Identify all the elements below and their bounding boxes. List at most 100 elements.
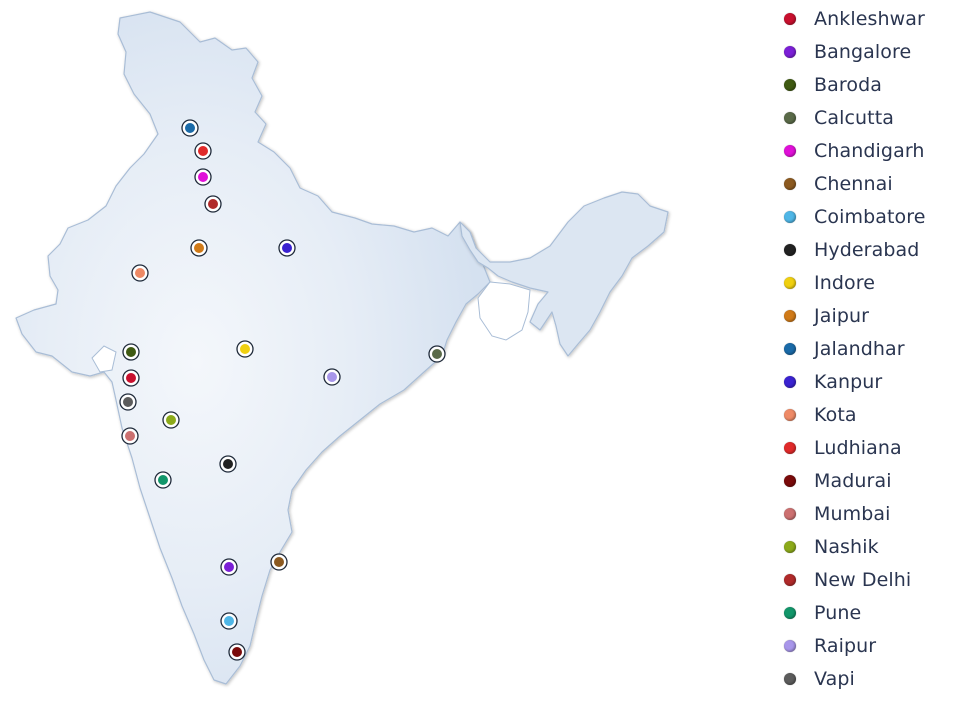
marker-dot: [158, 475, 168, 485]
legend-item-kanpur[interactable]: Kanpur: [778, 365, 958, 398]
legend-item-hyderabad[interactable]: Hyderabad: [778, 233, 958, 266]
legend: Ankleshwar Bangalore Baroda Calcutta Chandig…: [778, 2, 958, 695]
map-marker-jaipur[interactable]: [190, 239, 208, 257]
legend-item-pune[interactable]: Pune: [778, 596, 958, 629]
legend-swatch: [784, 573, 796, 586]
legend-swatch: [784, 639, 796, 652]
legend-item-chennai[interactable]: Chennai: [778, 167, 958, 200]
legend-item-coimbatore[interactable]: Coimbatore: [778, 200, 958, 233]
map-marker-hyderabad[interactable]: [219, 455, 237, 473]
marker-dot: [194, 243, 204, 253]
marker-dot: [432, 349, 442, 359]
legend-label: New Delhi: [814, 568, 912, 591]
legend-item-nashik[interactable]: Nashik: [778, 530, 958, 563]
legend-swatch: [784, 144, 796, 157]
legend-item-ludhiana[interactable]: Ludhiana: [778, 431, 958, 464]
marker-dot: [274, 557, 284, 567]
legend-label: Pune: [814, 601, 862, 624]
legend-label: Ankleshwar: [814, 7, 925, 30]
legend-swatch: [784, 375, 796, 388]
map-marker-ludhiana[interactable]: [194, 142, 212, 160]
legend-swatch: [784, 12, 796, 25]
legend-swatch: [784, 111, 796, 124]
marker-dot: [224, 562, 234, 572]
legend-label: Nashik: [814, 535, 879, 558]
legend-label: Raipur: [814, 634, 877, 657]
legend-label: Vapi: [814, 667, 855, 690]
map-marker-coimbatore[interactable]: [220, 612, 238, 630]
legend-label: Coimbatore: [814, 205, 926, 228]
legend-swatch: [784, 210, 796, 223]
legend-item-madurai[interactable]: Madurai: [778, 464, 958, 497]
india-map-svg: [15, 11, 669, 685]
legend-swatch: [784, 540, 796, 553]
map-marker-madurai[interactable]: [228, 643, 246, 661]
legend-swatch: [784, 276, 796, 289]
legend-label: Hyderabad: [814, 238, 920, 261]
legend-label: Mumbai: [814, 502, 891, 525]
legend-item-raipur[interactable]: Raipur: [778, 629, 958, 662]
legend-label: Jalandhar: [814, 337, 905, 360]
legend-item-mumbai[interactable]: Mumbai: [778, 497, 958, 530]
map-marker-kanpur[interactable]: [278, 239, 296, 257]
legend-item-jalandhar[interactable]: Jalandhar: [778, 332, 958, 365]
legend-label: Baroda: [814, 73, 882, 96]
map-marker-raipur[interactable]: [323, 368, 341, 386]
legend-item-ankleshwar[interactable]: Ankleshwar: [778, 2, 958, 35]
map-marker-kota[interactable]: [131, 264, 149, 282]
legend-item-bangalore[interactable]: Bangalore: [778, 35, 958, 68]
legend-label: Jaipur: [814, 304, 870, 327]
legend-label: Kota: [814, 403, 857, 426]
legend-swatch: [784, 243, 796, 256]
map-marker-calcutta[interactable]: [428, 345, 446, 363]
legend-item-new-delhi[interactable]: New Delhi: [778, 563, 958, 596]
legend-swatch: [784, 78, 796, 91]
marker-dot: [232, 647, 242, 657]
legend-swatch: [784, 441, 796, 454]
legend-item-indore[interactable]: Indore: [778, 266, 958, 299]
legend-swatch: [784, 408, 796, 421]
legend-label: Calcutta: [814, 106, 895, 129]
legend-swatch: [784, 45, 796, 58]
legend-item-jaipur[interactable]: Jaipur: [778, 299, 958, 332]
legend-item-vapi[interactable]: Vapi: [778, 662, 958, 695]
map-marker-bangalore[interactable]: [220, 558, 238, 576]
legend-swatch: [784, 672, 796, 685]
map-marker-new-delhi[interactable]: [204, 195, 222, 213]
legend-item-baroda[interactable]: Baroda: [778, 68, 958, 101]
marker-dot: [327, 372, 337, 382]
legend-item-chandigarh[interactable]: Chandigarh: [778, 134, 958, 167]
marker-dot: [126, 347, 136, 357]
legend-swatch: [784, 606, 796, 619]
marker-dot: [185, 123, 195, 133]
legend-label: Ludhiana: [814, 436, 902, 459]
legend-item-kota[interactable]: Kota: [778, 398, 958, 431]
map-marker-ankleshwar[interactable]: [122, 369, 140, 387]
map-marker-chennai[interactable]: [270, 553, 288, 571]
marker-dot: [223, 459, 233, 469]
map-marker-jalandhar[interactable]: [181, 119, 199, 137]
legend-label: Indore: [814, 271, 876, 294]
legend-label: Bangalore: [814, 40, 912, 63]
map-marker-baroda[interactable]: [122, 343, 140, 361]
map-marker-vapi[interactable]: [119, 393, 137, 411]
map-marker-mumbai[interactable]: [121, 427, 139, 445]
marker-dot: [166, 415, 176, 425]
india-map: [15, 11, 669, 685]
marker-dot: [135, 268, 145, 278]
legend-item-calcutta[interactable]: Calcutta: [778, 101, 958, 134]
gulf-notch: [91, 345, 117, 373]
legend-label: Madurai: [814, 469, 892, 492]
legend-label: Chandigarh: [814, 139, 925, 162]
marker-dot: [240, 344, 250, 354]
map-marker-pune[interactable]: [154, 471, 172, 489]
map-marker-indore[interactable]: [236, 340, 254, 358]
bangladesh-gap: [477, 281, 531, 341]
map-marker-nashik[interactable]: [162, 411, 180, 429]
map-marker-chandigarh[interactable]: [194, 168, 212, 186]
marker-dot: [224, 616, 234, 626]
marker-dot: [125, 431, 135, 441]
legend-swatch: [784, 507, 796, 520]
legend-label: Kanpur: [814, 370, 883, 393]
marker-dot: [282, 243, 292, 253]
